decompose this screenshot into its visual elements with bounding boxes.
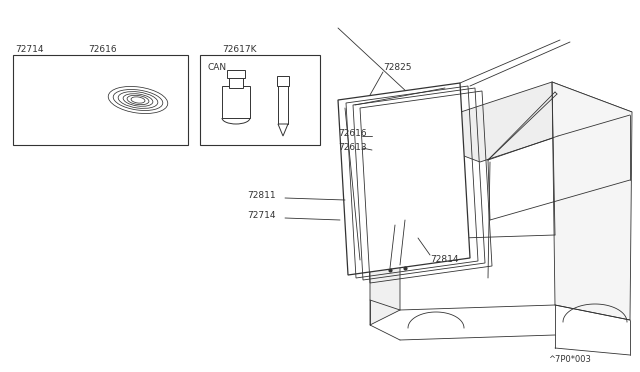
Polygon shape <box>552 82 632 320</box>
Bar <box>277 76 289 86</box>
Bar <box>278 84 288 124</box>
Bar <box>229 76 243 88</box>
Bar <box>222 86 250 118</box>
Polygon shape <box>400 82 632 162</box>
Bar <box>13 55 188 145</box>
Bar <box>200 55 320 145</box>
Text: 72616: 72616 <box>338 128 367 138</box>
Text: CAN: CAN <box>207 64 226 73</box>
Text: 72825: 72825 <box>383 62 412 71</box>
Text: 72814: 72814 <box>430 256 458 264</box>
Text: 72616: 72616 <box>88 45 116 55</box>
Text: 72613: 72613 <box>338 144 367 153</box>
Bar <box>227 70 245 78</box>
Polygon shape <box>338 83 470 275</box>
Text: 72714: 72714 <box>247 211 275 219</box>
Polygon shape <box>278 124 288 136</box>
Text: ^7P0*003: ^7P0*003 <box>548 356 591 365</box>
Text: 72714: 72714 <box>15 45 44 55</box>
Polygon shape <box>558 88 630 158</box>
Text: 72617K: 72617K <box>222 45 257 54</box>
Text: 72811: 72811 <box>247 190 276 199</box>
Polygon shape <box>370 132 400 325</box>
